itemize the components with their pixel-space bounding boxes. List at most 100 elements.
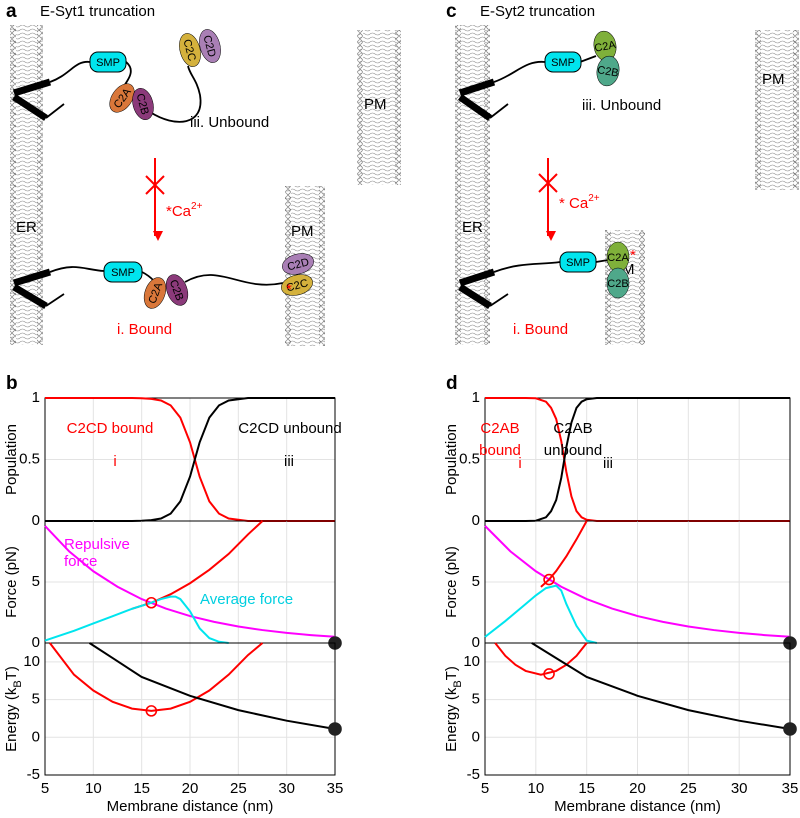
protein-unbound: SMP C2A C2B C2C C2D: [12, 29, 221, 123]
y-tick-label: -5: [467, 766, 480, 783]
panel-letter: c: [446, 1, 457, 22]
y-tick-label: 5: [472, 573, 480, 590]
pm-label: PM: [291, 223, 314, 240]
data-line: [485, 397, 790, 522]
x-tick-label: 15: [133, 780, 150, 797]
x-tick-label: 20: [629, 780, 646, 797]
data-line: [540, 520, 588, 588]
data-line: [45, 397, 335, 522]
annotation: Repulsive: [64, 536, 130, 553]
y-axis-label-part: T): [3, 666, 20, 680]
annotation: i: [518, 455, 521, 472]
x-tick-label: 10: [85, 780, 102, 797]
data-line: [484, 525, 791, 638]
y-tick-label: 0: [472, 728, 480, 745]
calcium-site: *: [630, 247, 636, 264]
panel-title: E-Syt2 truncation: [480, 3, 595, 20]
annotation: i: [113, 453, 116, 470]
annotation: C2AB: [480, 420, 519, 437]
y-tick-label: 0: [32, 728, 40, 745]
x-tick-label: 10: [527, 780, 544, 797]
pm-label: PM: [364, 96, 387, 113]
y-axis-label-part: T): [443, 666, 460, 680]
panel-letter: b: [6, 373, 18, 394]
x-tick-label: 20: [182, 780, 199, 797]
domain-label: C2A: [594, 39, 618, 55]
axes-frame: [44, 642, 336, 776]
state-label: i. Bound: [117, 321, 172, 338]
annotation: C2AB: [553, 420, 592, 437]
state-label: iii. Unbound: [582, 97, 661, 114]
domain-label: SMP: [551, 57, 575, 69]
y-axis-label-part: B: [452, 680, 464, 687]
x-tick-label: 25: [680, 780, 697, 797]
y-axis-label: Energy (kBT): [443, 666, 464, 752]
chart: 0 0.5 1 Population C2CD bound i C2CD unbound ii…: [3, 389, 342, 529]
protein-unbound: SMP C2A C2B: [457, 30, 619, 121]
y-axis-label: Population: [443, 424, 460, 495]
data-line: [531, 642, 791, 730]
domain-label: C2D: [200, 34, 217, 58]
marker: [328, 722, 342, 736]
panel-letter: d: [446, 373, 458, 394]
y-axis-label: Force (pN): [443, 546, 460, 618]
lipid-bilayer: [755, 30, 799, 190]
axes-frame: [484, 642, 791, 776]
calcium-label: * Ca2+: [559, 193, 600, 212]
y-axis-label: Force (pN): [3, 546, 20, 618]
domain-label: C2C: [285, 277, 309, 294]
annotation: force: [64, 553, 97, 570]
x-tick-label: 35: [782, 780, 799, 797]
chart: 5 10 15 20 25 30 35 -5 0 5 10 Membrane distance (nm…: [443, 642, 799, 815]
domain-label: SMP: [96, 57, 120, 69]
y-tick-label: 0.5: [19, 450, 40, 467]
data-line: [494, 642, 588, 676]
protein-bound: SMP C2A C2B *: [458, 241, 636, 309]
y-tick-label: 0: [32, 634, 40, 651]
domain-label: C2B: [596, 64, 619, 80]
x-tick-label: 35: [327, 780, 344, 797]
y-tick-label: 1: [32, 389, 40, 406]
domain-label: C2D: [286, 256, 310, 273]
y-tick-label: -5: [27, 766, 40, 783]
domain-label: C2C: [180, 38, 197, 62]
annotation: C2CD bound: [67, 420, 154, 437]
domain-label: C2B: [134, 92, 151, 116]
domain-label: SMP: [566, 257, 590, 269]
er-label: ER: [462, 219, 483, 236]
pm-label: PM: [762, 71, 785, 88]
calcium-site: *: [286, 281, 292, 298]
data-line: [484, 584, 598, 644]
chart: 5 10 15 20 25 30 35 -5 0 5 10 Membrane distance (nm…: [3, 642, 344, 815]
chart: 0 5 Force (pN): [443, 520, 797, 651]
y-axis-label-part: B: [12, 680, 24, 687]
y-axis-label-part: Energy (k: [3, 687, 20, 752]
x-tick-label: 5: [41, 780, 49, 797]
y-axis-label-part: Energy (k: [443, 687, 460, 752]
y-tick-label: 0.5: [459, 450, 480, 467]
annotation: iii: [603, 455, 613, 472]
state-label: iii. Unbound: [190, 114, 269, 131]
state-label: i. Bound: [513, 321, 568, 338]
y-tick-label: 5: [32, 573, 40, 590]
annotation: Average force: [200, 591, 293, 608]
y-tick-label: 5: [472, 691, 480, 708]
data-line: [44, 525, 336, 638]
marker: [145, 705, 158, 717]
annotation: iii: [284, 453, 294, 470]
x-tick-label: 15: [578, 780, 595, 797]
x-axis-label: Membrane distance (nm): [554, 798, 721, 815]
x-tick-label: 5: [481, 780, 489, 797]
y-axis-label: Population: [3, 424, 20, 495]
marker: [783, 722, 797, 736]
y-tick-label: 10: [23, 653, 40, 670]
y-tick-label: 1: [472, 389, 480, 406]
x-tick-label: 30: [278, 780, 295, 797]
membranes: [10, 25, 799, 346]
er-label: ER: [16, 219, 37, 236]
panel-c: c E-Syt2 truncation ER PM PM SMP C2A C2B…: [446, 1, 785, 338]
domain-label: SMP: [111, 267, 135, 279]
domain-label: C2B: [607, 278, 628, 290]
